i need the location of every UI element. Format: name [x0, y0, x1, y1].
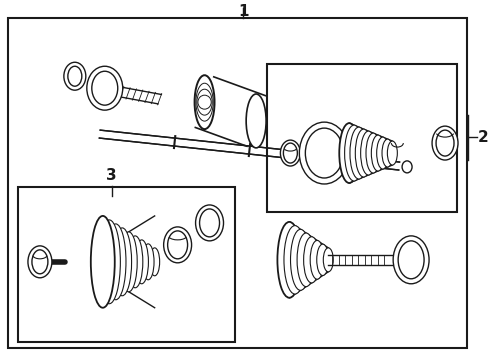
Ellipse shape [377, 137, 389, 169]
Polygon shape [99, 130, 399, 170]
Ellipse shape [305, 128, 343, 178]
Ellipse shape [299, 122, 349, 184]
Ellipse shape [28, 246, 52, 278]
Ellipse shape [432, 126, 458, 160]
Ellipse shape [284, 226, 306, 294]
Ellipse shape [393, 236, 429, 284]
Ellipse shape [127, 236, 143, 288]
Ellipse shape [91, 216, 115, 308]
Ellipse shape [398, 241, 424, 279]
Ellipse shape [105, 224, 126, 300]
Text: 1: 1 [238, 4, 249, 19]
Text: 2: 2 [478, 130, 489, 145]
Ellipse shape [64, 62, 86, 90]
Ellipse shape [355, 129, 372, 177]
Ellipse shape [142, 244, 154, 280]
Bar [18, 187, 236, 342]
Ellipse shape [350, 127, 368, 179]
Ellipse shape [164, 227, 192, 263]
Ellipse shape [317, 244, 329, 275]
Ellipse shape [195, 75, 215, 129]
Ellipse shape [323, 248, 333, 272]
Ellipse shape [382, 139, 393, 167]
Ellipse shape [277, 222, 301, 298]
Ellipse shape [68, 66, 82, 86]
Text: 3: 3 [106, 168, 117, 183]
Ellipse shape [366, 133, 380, 173]
Ellipse shape [280, 140, 300, 166]
Ellipse shape [168, 231, 188, 259]
Ellipse shape [98, 220, 121, 304]
Ellipse shape [291, 229, 311, 290]
Polygon shape [328, 255, 393, 265]
Ellipse shape [339, 123, 359, 183]
Ellipse shape [388, 141, 397, 165]
Ellipse shape [436, 130, 454, 156]
Ellipse shape [283, 143, 297, 163]
Ellipse shape [32, 250, 48, 274]
Ellipse shape [113, 228, 132, 296]
Ellipse shape [304, 237, 319, 283]
Ellipse shape [87, 66, 122, 110]
Ellipse shape [361, 131, 376, 175]
Ellipse shape [344, 125, 364, 181]
Bar [268, 64, 457, 212]
Ellipse shape [371, 135, 385, 171]
Ellipse shape [246, 94, 266, 148]
Ellipse shape [297, 233, 315, 287]
Ellipse shape [149, 248, 160, 276]
Ellipse shape [310, 240, 324, 279]
Ellipse shape [196, 205, 223, 241]
Ellipse shape [402, 161, 412, 173]
Ellipse shape [92, 71, 118, 105]
Ellipse shape [199, 209, 220, 237]
Ellipse shape [135, 240, 148, 284]
Ellipse shape [120, 232, 137, 292]
